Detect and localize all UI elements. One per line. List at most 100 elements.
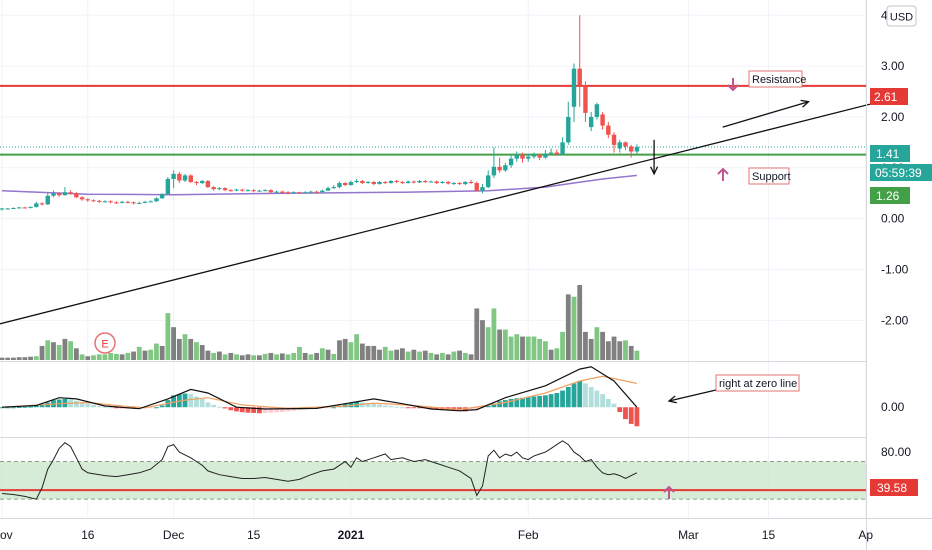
volume-bar	[148, 349, 154, 360]
volume-bar	[605, 341, 611, 360]
macd-histogram-bar	[485, 406, 491, 408]
volume-bar	[485, 327, 491, 360]
macd-histogram-bar	[537, 395, 543, 408]
candle-body	[606, 125, 611, 135]
macd-histogram-bar	[96, 406, 102, 408]
candle-body	[234, 189, 239, 191]
candle-body	[440, 182, 445, 184]
candle-body	[400, 182, 405, 184]
candle-body	[302, 192, 308, 194]
candle-body	[297, 192, 302, 194]
candle-body	[377, 182, 382, 185]
candle-body	[360, 181, 365, 184]
price-tick-label: 3.00	[881, 59, 905, 73]
macd-histogram-bar	[508, 398, 514, 408]
earnings-marker-icon[interactable]	[94, 332, 116, 354]
volume-bar	[623, 340, 628, 360]
macd-histogram-bar	[108, 407, 114, 409]
candle-body	[468, 182, 474, 184]
candle-body	[508, 158, 514, 166]
candle-body	[45, 195, 50, 205]
candle-body	[182, 175, 188, 181]
candle-body	[22, 207, 28, 209]
volume-bar	[291, 352, 297, 360]
volume-bar	[525, 336, 531, 360]
volume-bar	[440, 352, 445, 360]
candle-body	[600, 114, 605, 126]
macd-histogram-bar	[405, 407, 411, 409]
volume-bar	[531, 336, 537, 360]
volume-bars	[0, 285, 640, 360]
macd-histogram-bar	[331, 407, 337, 409]
volume-bar	[251, 355, 257, 360]
macd-histogram-bar	[577, 381, 583, 408]
candle-body	[463, 182, 468, 185]
volume-bar	[331, 353, 337, 360]
time-tick-label: 15	[247, 528, 261, 542]
macd-line	[1, 366, 638, 412]
resistance-price-tag	[870, 88, 908, 105]
countdown-tag	[870, 164, 932, 181]
support-annotation: Support	[752, 171, 791, 183]
macd-annotation-box[interactable]	[715, 374, 800, 392]
volume-bar	[199, 345, 205, 360]
macd-histogram-bar	[583, 383, 588, 408]
currency-badge[interactable]	[886, 5, 917, 27]
macd-histogram-bar	[377, 404, 382, 408]
volume-bar	[514, 334, 520, 360]
volume-bar	[96, 354, 102, 360]
macd-histogram-bar	[491, 403, 497, 408]
candle-body	[262, 190, 268, 192]
candle-body	[222, 188, 228, 191]
volume-bar	[102, 354, 108, 360]
volume-bar	[388, 350, 394, 360]
volume-bar	[537, 338, 543, 360]
candle-body	[445, 182, 451, 184]
countdown-text: 05:59:39	[875, 166, 922, 180]
candle-body	[583, 85, 588, 113]
candle-body	[85, 199, 90, 201]
time-tick-label: Ap	[858, 528, 873, 542]
candle-body	[74, 193, 79, 198]
support-annotation-box[interactable]	[748, 167, 790, 185]
macd-tick-label: 0.00	[881, 400, 905, 414]
volume-bar	[634, 350, 640, 360]
volume-bar	[182, 334, 188, 360]
macd-histogram-bar	[634, 407, 640, 427]
volume-bar	[359, 343, 365, 360]
trend-line[interactable]	[0, 95, 901, 331]
resistance-price-text: 2.61	[874, 90, 898, 104]
candle-body	[97, 200, 102, 202]
earnings-marker-label: E	[101, 339, 108, 351]
volume-bar	[571, 296, 577, 360]
candle-body	[617, 142, 622, 149]
volume-bar	[451, 351, 457, 360]
time-axis[interactable]: Nov 16 Dec 15 2021 Feb Mar 15 Ap	[0, 528, 873, 542]
volume-bar	[136, 346, 142, 360]
candle-body	[388, 181, 394, 184]
candle-body	[205, 181, 211, 188]
volume-bar	[45, 340, 51, 360]
candle-body	[91, 200, 96, 202]
macd-histogram-bar	[514, 398, 520, 408]
macd-histogram-bar	[382, 405, 388, 408]
volume-bar	[279, 353, 285, 360]
volume-bar	[142, 350, 148, 360]
macd-histogram-bar	[365, 403, 371, 408]
candle-body	[257, 190, 262, 192]
resistance-marker-down-icon	[727, 84, 739, 92]
volume-bar	[548, 349, 554, 360]
candle-body	[5, 208, 10, 210]
projection-arrow-line[interactable]	[722, 101, 809, 128]
resistance-annotation-box[interactable]	[748, 70, 803, 88]
price-tick-label: -1.00	[881, 262, 909, 276]
macd-histogram-bar	[474, 407, 480, 411]
volume-bar	[239, 355, 245, 360]
volume-bar	[308, 354, 314, 360]
candle-body	[217, 188, 222, 190]
candle-body	[451, 183, 457, 185]
macd-histogram-bar	[617, 407, 623, 412]
volume-bar	[51, 342, 56, 360]
volume-bar	[176, 338, 182, 360]
